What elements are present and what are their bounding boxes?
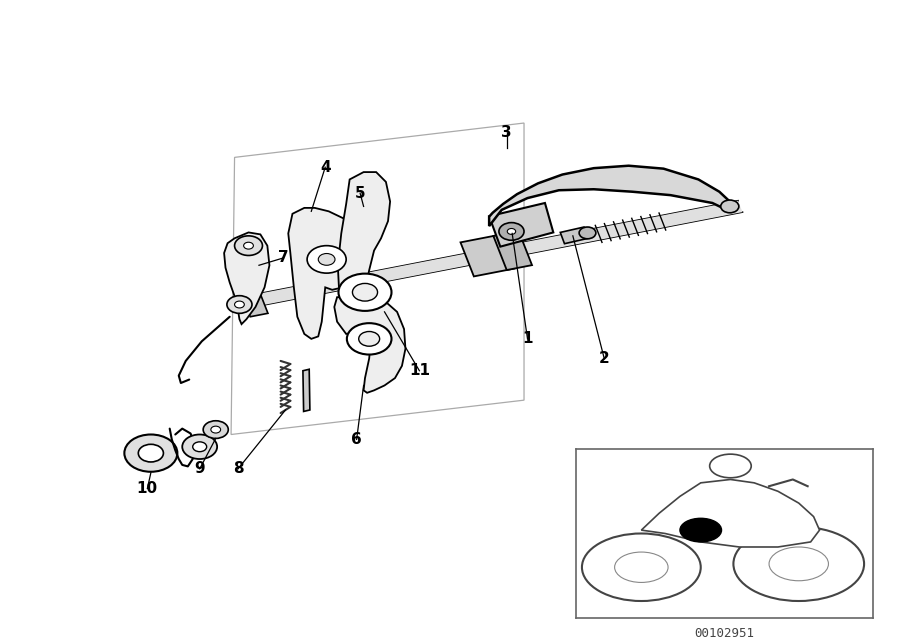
Polygon shape — [334, 296, 405, 393]
Text: 11: 11 — [409, 363, 430, 378]
Polygon shape — [561, 227, 589, 244]
Circle shape — [579, 227, 596, 239]
Polygon shape — [490, 203, 554, 247]
Polygon shape — [239, 285, 268, 317]
Text: 3: 3 — [501, 125, 512, 140]
Polygon shape — [288, 208, 367, 339]
Polygon shape — [338, 172, 390, 344]
Text: 2: 2 — [598, 351, 609, 366]
Circle shape — [319, 254, 335, 265]
Circle shape — [680, 519, 722, 542]
Polygon shape — [232, 201, 742, 310]
Circle shape — [338, 274, 392, 311]
Text: 5: 5 — [355, 185, 365, 201]
Circle shape — [235, 236, 263, 255]
Circle shape — [499, 222, 524, 240]
Text: 9: 9 — [194, 461, 205, 476]
Polygon shape — [224, 233, 269, 324]
Polygon shape — [642, 480, 820, 547]
Circle shape — [353, 283, 378, 301]
Circle shape — [346, 323, 392, 355]
Text: 7: 7 — [278, 250, 289, 266]
Circle shape — [124, 434, 177, 472]
Circle shape — [182, 434, 217, 459]
Circle shape — [139, 445, 164, 462]
Polygon shape — [303, 369, 310, 412]
Circle shape — [244, 242, 254, 249]
Text: 10: 10 — [137, 481, 157, 496]
Circle shape — [307, 246, 346, 273]
Circle shape — [211, 426, 220, 433]
Text: 1: 1 — [522, 331, 533, 347]
Circle shape — [508, 229, 516, 234]
Circle shape — [359, 331, 380, 347]
Text: 6: 6 — [351, 432, 362, 447]
Text: 8: 8 — [233, 461, 243, 476]
Circle shape — [193, 442, 207, 452]
Circle shape — [235, 301, 244, 308]
Text: 00102951: 00102951 — [695, 627, 754, 637]
Polygon shape — [490, 166, 730, 226]
Circle shape — [203, 421, 229, 438]
Polygon shape — [461, 234, 514, 276]
Text: 4: 4 — [320, 160, 330, 175]
Circle shape — [721, 200, 739, 213]
Polygon shape — [493, 231, 532, 270]
Circle shape — [227, 296, 252, 313]
